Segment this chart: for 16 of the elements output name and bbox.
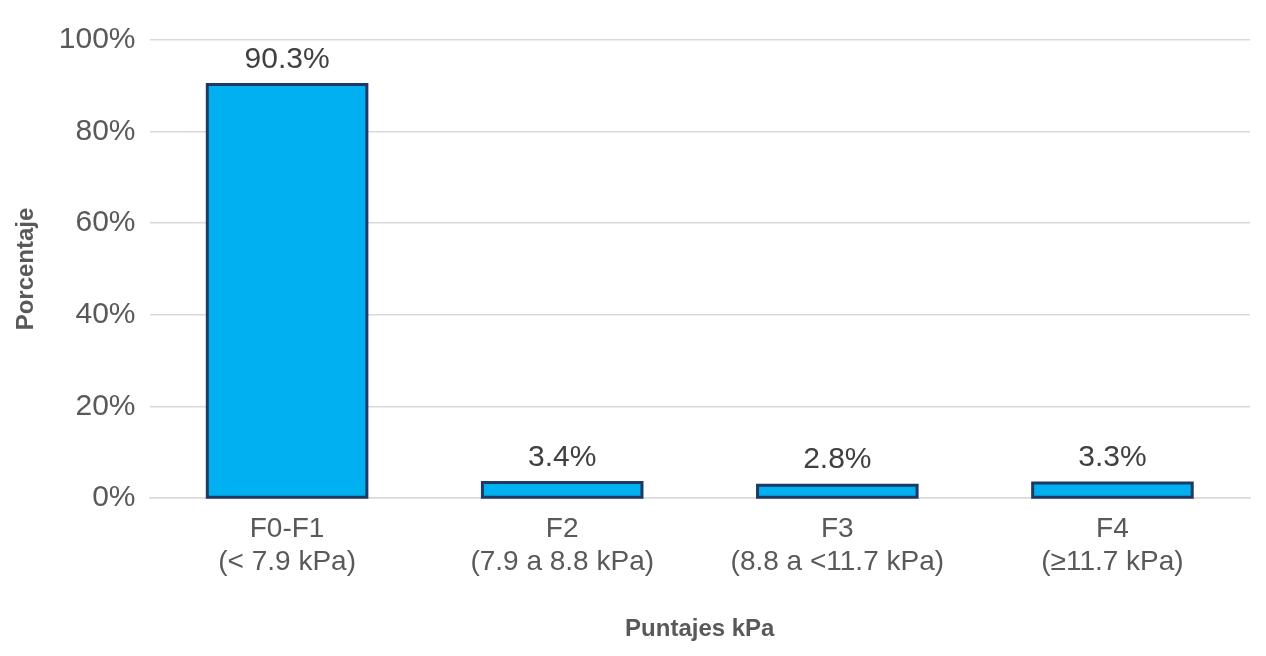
x-tick-label: F3 (8.8 a <11.7 kPa) [730,511,945,577]
data-label: 90.3% [244,40,330,74]
y-axis-title: Porcentaje [11,207,39,331]
x-tick-label: F4 (≥11.7 kPa) [1041,511,1184,577]
x-axis-title: Puntajes kPa [625,614,776,642]
y-tick-label: 40% [75,296,136,330]
y-tick-label: 0% [92,479,136,513]
y-tick-label: 60% [75,204,136,238]
y-tick-label: 100% [58,21,136,55]
data-label: 2.8% [803,441,872,475]
y-tick-label: 80% [75,112,136,146]
y-tick-label: 20% [75,387,136,421]
x-tick-label: F0-F1 (< 7.9 kPa) [218,511,356,577]
data-label: 3.3% [1078,439,1147,473]
data-label: 3.4% [528,438,597,472]
x-tick-label: F2 (7.9 a 8.8 kPa) [470,511,655,577]
